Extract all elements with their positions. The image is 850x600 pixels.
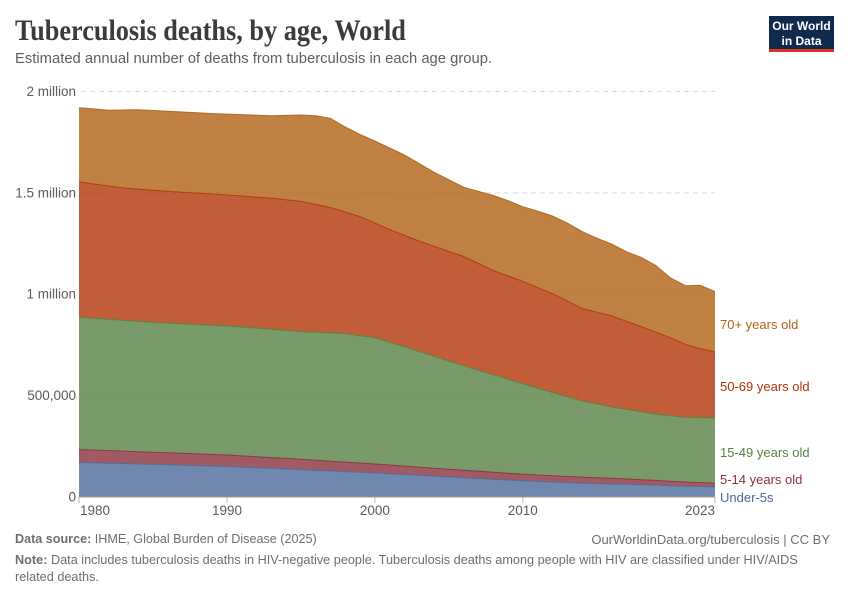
- svg-text:2010: 2010: [508, 503, 538, 518]
- svg-text:2000: 2000: [360, 503, 390, 518]
- svg-text:500,000: 500,000: [27, 388, 76, 403]
- svg-text:2023: 2023: [685, 503, 715, 518]
- svg-text:0: 0: [68, 489, 76, 504]
- svg-text:1990: 1990: [212, 503, 242, 518]
- svg-text:1980: 1980: [80, 503, 110, 518]
- svg-text:1.5 million: 1.5 million: [15, 185, 76, 200]
- svg-text:2 million: 2 million: [26, 84, 76, 99]
- svg-text:1 million: 1 million: [26, 287, 76, 302]
